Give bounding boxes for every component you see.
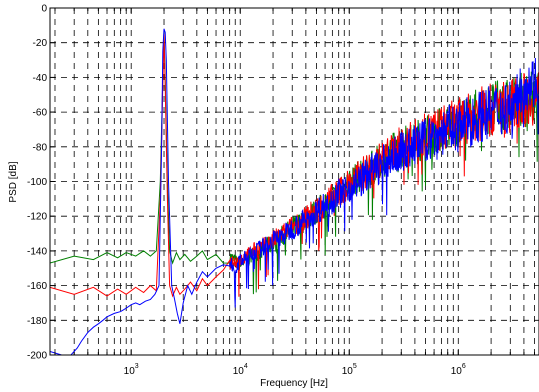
x-tick-label: 104: [233, 363, 248, 377]
x-tick-label: 106: [451, 363, 466, 377]
x-tick-label: 105: [342, 363, 357, 377]
tick-marks: [50, 7, 535, 356]
y-tick-label: -180: [27, 316, 47, 327]
y-tick-label: -60: [33, 108, 48, 119]
series-line-3: [50, 28, 539, 355]
y-tick-labels: 0 -20 -40 -60 -80 -100 -120 -140 -160 -180 -200: [27, 4, 47, 362]
grid-lines: [50, 8, 539, 355]
y-tick-label: -100: [27, 177, 47, 188]
y-tick-label: -40: [33, 73, 48, 84]
y-axis-label: PSD [dB]: [8, 161, 19, 202]
y-tick-label: -160: [27, 281, 47, 292]
y-tick-label: -140: [27, 246, 47, 257]
y-tick-label: 0: [41, 4, 47, 15]
x-axis-label: Frequency [Hz]: [260, 378, 328, 389]
y-tick-label: -120: [27, 212, 47, 223]
y-tick-label: -80: [33, 142, 48, 153]
x-tick-label: 103: [124, 363, 139, 377]
y-tick-label: -200: [27, 351, 47, 362]
x-tick-labels: 103 104 105 106: [124, 363, 466, 377]
series-layer: [50, 28, 539, 355]
y-tick-label: -20: [33, 38, 48, 49]
